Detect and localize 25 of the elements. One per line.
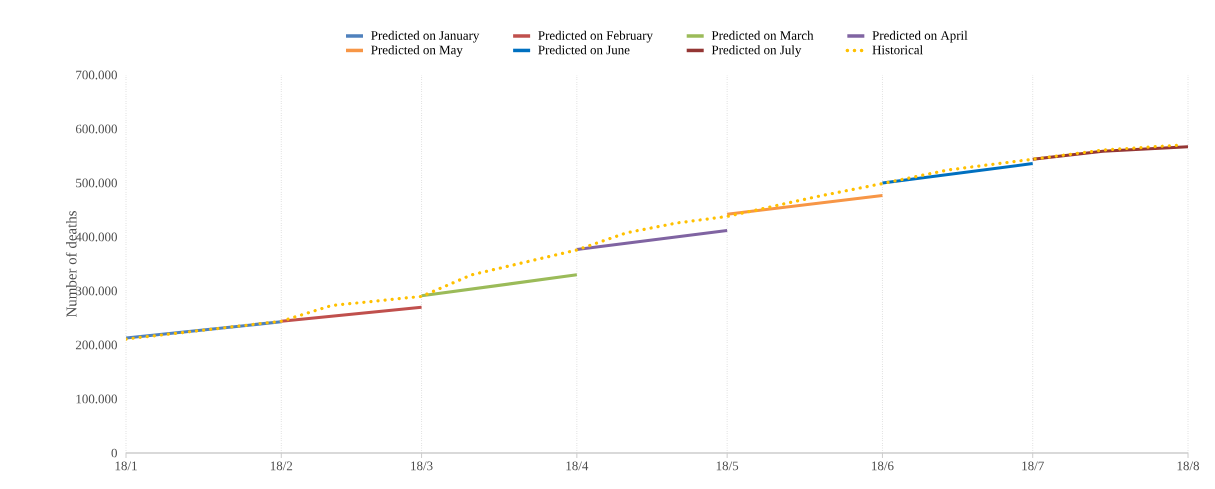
x-tick-label: 18/7 <box>1022 461 1044 471</box>
legend-label: Predicted on June <box>538 45 630 55</box>
x-tick-label: 18/1 <box>115 461 137 471</box>
y-tick-label: 600.000 <box>75 124 117 134</box>
legend-label: Predicted on May <box>371 45 463 57</box>
y-tick-label: 400.000 <box>75 232 117 242</box>
legend-label: Historical <box>872 45 923 55</box>
y-tick-label: 200.000 <box>75 340 117 350</box>
legend-label: Predicted on April <box>872 30 968 43</box>
y-tick-label: 700.000 <box>76 70 117 80</box>
x-tick-label: 18/3 <box>411 461 433 471</box>
y-tick-label: 300.000 <box>76 286 117 296</box>
y-tick-label: 500.000 <box>76 178 117 188</box>
legend-label: Predicted on February <box>538 30 653 43</box>
y-tick-label: 100.000 <box>76 394 117 404</box>
x-tick-label: 18/8 <box>1177 461 1200 471</box>
legend-label: Predicted on July <box>711 45 802 57</box>
legend-label: Predicted on March <box>711 30 814 40</box>
x-tick-label: 18/2 <box>270 461 293 471</box>
x-tick-label: 18/6 <box>872 461 894 471</box>
legend-label: Predicted on January <box>371 30 480 43</box>
y-tick-label: 0 <box>111 448 117 458</box>
x-tick-label: 18/4 <box>566 461 589 471</box>
y-axis-title: Number of deaths <box>65 211 77 318</box>
x-tick-label: 18/5 <box>716 461 739 471</box>
